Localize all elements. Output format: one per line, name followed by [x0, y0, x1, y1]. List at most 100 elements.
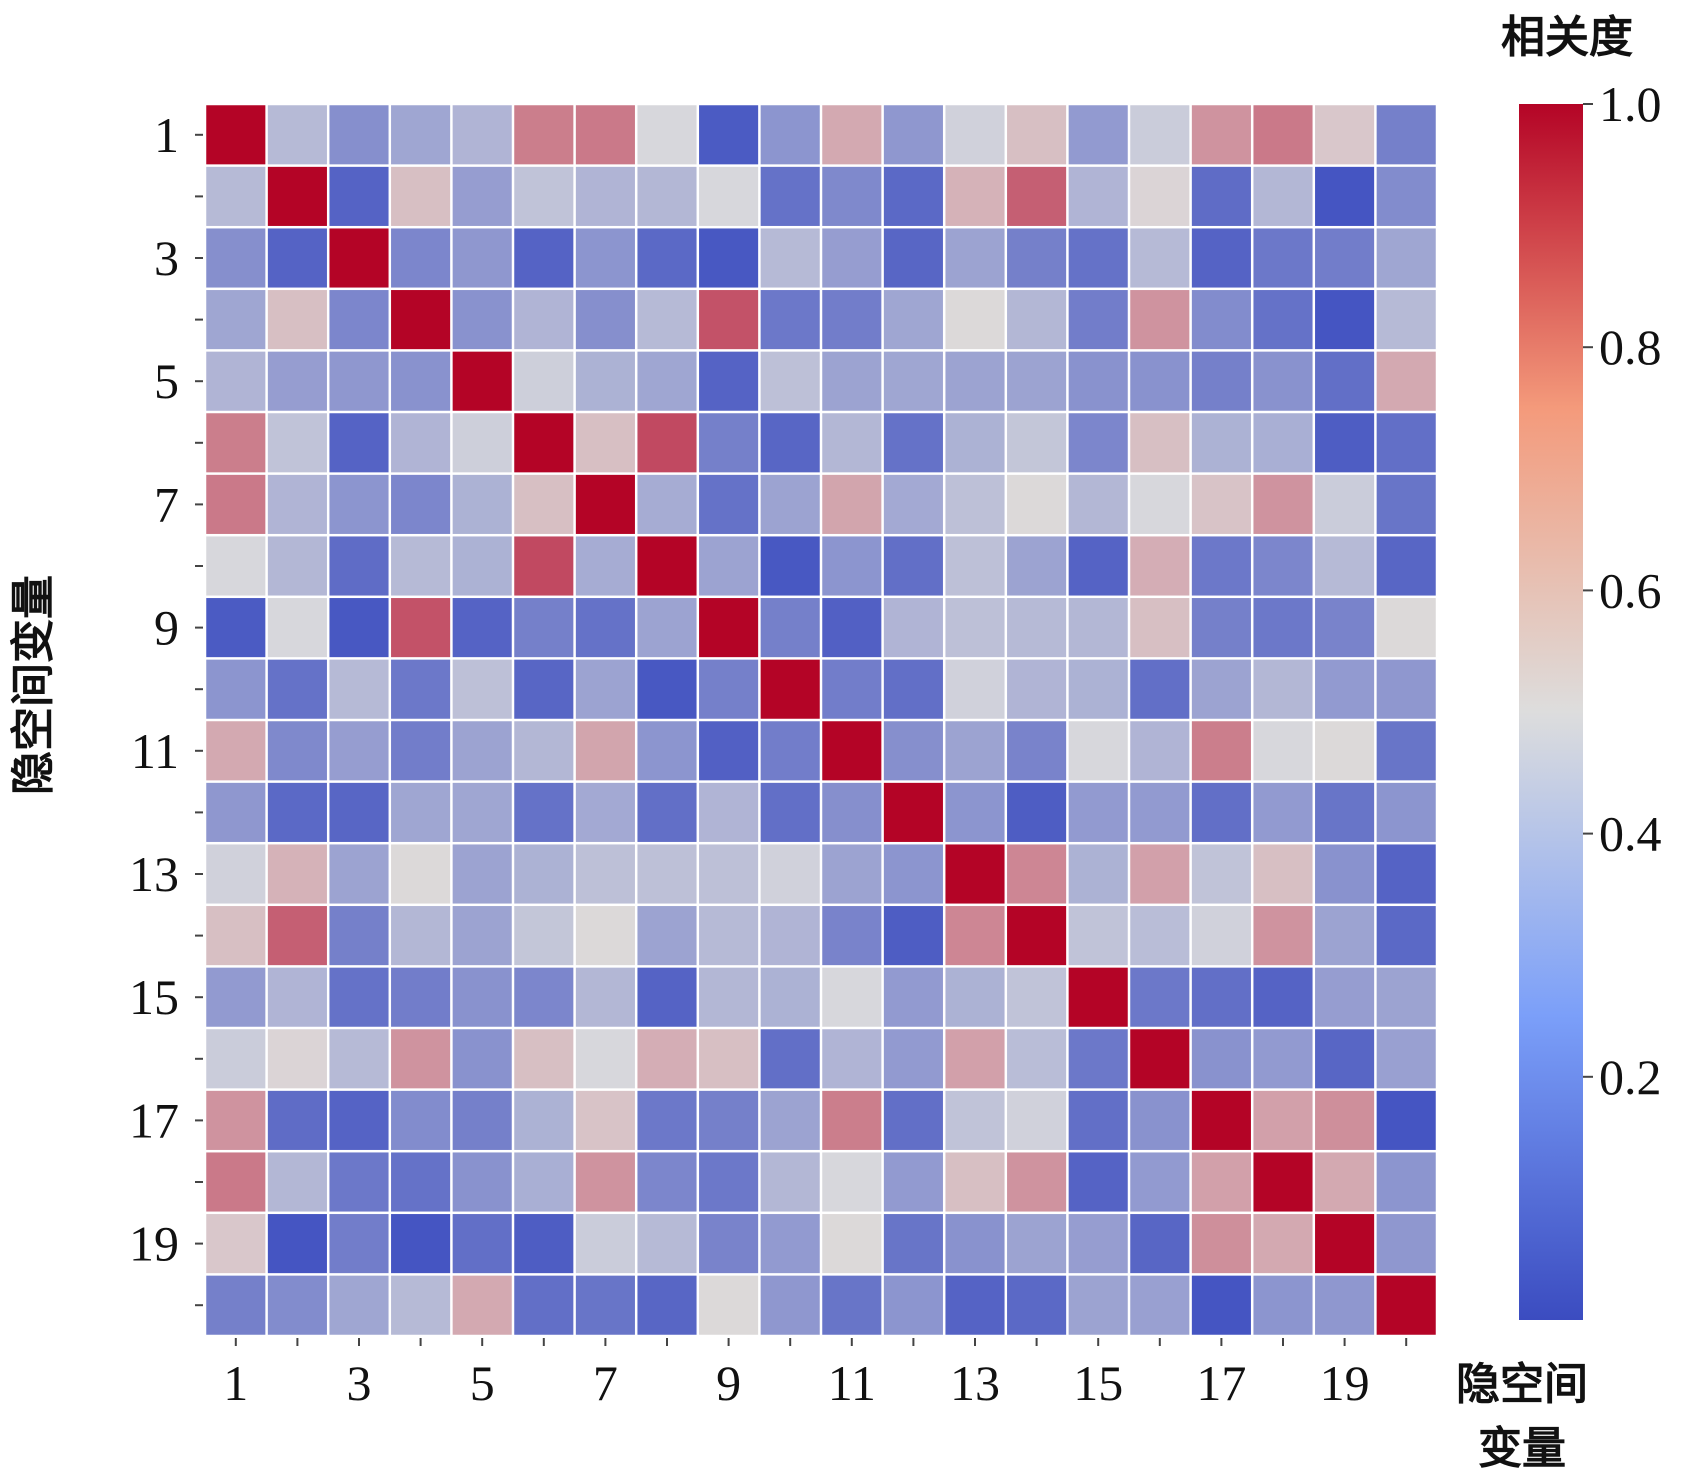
heatmap-cell-r5-c6: [514, 351, 574, 411]
heatmap-cell-r12-c3: [329, 782, 389, 842]
heatmap-cell-r19-c7: [575, 1214, 635, 1274]
heatmap-cell-r8-c3: [329, 536, 389, 596]
heatmap-cell-r10-c5: [452, 659, 512, 719]
heatmap-cell-r14-c9: [699, 906, 759, 966]
heatmap-cell-r19-c6: [514, 1214, 574, 1274]
heatmap-cell-r10-c1: [206, 659, 266, 719]
heatmap-cell-r5-c13: [945, 351, 1005, 411]
heatmap-cell-r3-c3: [329, 228, 389, 288]
heatmap-cell-r13-c9: [699, 844, 759, 904]
heatmap-cell-r15-c16: [1130, 967, 1190, 1027]
heatmap-cell-r6-c2: [267, 413, 327, 473]
heatmap-cell-r9-c17: [1191, 598, 1251, 658]
heatmap-cell-r8-c7: [575, 536, 635, 596]
heatmap-cell-r12-c4: [391, 782, 451, 842]
heatmap-cell-r6-c6: [514, 413, 574, 473]
heatmap-cell-r17-c2: [267, 1090, 327, 1150]
heatmap-cell-r18-c3: [329, 1152, 389, 1212]
heatmap-cell-r8-c9: [699, 536, 759, 596]
heatmap-cell-r13-c19: [1315, 844, 1375, 904]
heatmap-cell-r5-c11: [822, 351, 882, 411]
heatmap-cell-r10-c15: [1068, 659, 1128, 719]
heatmap-cell-r14-c4: [391, 906, 451, 966]
heatmap-cell-r5-c20: [1376, 351, 1436, 411]
heatmap-cell-r8-c1: [206, 536, 266, 596]
heatmap-cell-r15-c14: [1007, 967, 1067, 1027]
heatmap-cell-r9-c20: [1376, 598, 1436, 658]
heatmap-cell-r7-c15: [1068, 474, 1128, 534]
heatmap-cell-r12-c15: [1068, 782, 1128, 842]
heatmap-cell-r8-c13: [945, 536, 1005, 596]
heatmap-cell-r1-c13: [945, 105, 1005, 165]
heatmap-cell-r2-c14: [1007, 166, 1067, 226]
heatmap-cell-r3-c10: [760, 228, 820, 288]
heatmap-cell-r14-c15: [1068, 906, 1128, 966]
heatmap-cell-r14-c8: [637, 906, 697, 966]
heatmap-cell-r13-c13: [945, 844, 1005, 904]
heatmap-cell-r17-c13: [945, 1090, 1005, 1150]
heatmap-cell-r6-c16: [1130, 413, 1190, 473]
heatmap-cell-r19-c14: [1007, 1214, 1067, 1274]
heatmap-cell-r9-c16: [1130, 598, 1190, 658]
heatmap-cell-r7-c5: [452, 474, 512, 534]
heatmap-cell-r5-c17: [1191, 351, 1251, 411]
heatmap-cell-r4-c11: [822, 290, 882, 350]
heatmap-cell-r3-c1: [206, 228, 266, 288]
heatmap-cell-r1-c9: [699, 105, 759, 165]
heatmap-cell-r6-c7: [575, 413, 635, 473]
heatmap-cell-r11-c17: [1191, 721, 1251, 781]
heatmap-cell-r15-c6: [514, 967, 574, 1027]
heatmap-cell-r11-c4: [391, 721, 451, 781]
heatmap-cell-r19-c17: [1191, 1214, 1251, 1274]
heatmap-cell-r18-c1: [206, 1152, 266, 1212]
heatmap-cell-r18-c9: [699, 1152, 759, 1212]
heatmap-cell-r19-c8: [637, 1214, 697, 1274]
heatmap-cell-r11-c12: [883, 721, 943, 781]
heatmap-cell-r18-c18: [1253, 1152, 1313, 1212]
heatmap-cell-r20-c18: [1253, 1275, 1313, 1335]
y-tick-label: 15: [129, 969, 179, 1025]
heatmap-cell-r18-c13: [945, 1152, 1005, 1212]
heatmap-cell-r7-c16: [1130, 474, 1190, 534]
heatmap-cell-r18-c10: [760, 1152, 820, 1212]
heatmap-cell-r18-c2: [267, 1152, 327, 1212]
heatmap-cell-r19-c12: [883, 1214, 943, 1274]
heatmap-cell-r1-c2: [267, 105, 327, 165]
heatmap-cell-r12-c5: [452, 782, 512, 842]
y-tick-label: 9: [154, 600, 179, 656]
heatmap-cell-r8-c11: [822, 536, 882, 596]
heatmap-cell-r3-c7: [575, 228, 635, 288]
heatmap-cell-r6-c11: [822, 413, 882, 473]
heatmap-cell-r4-c5: [452, 290, 512, 350]
heatmap-cell-r12-c13: [945, 782, 1005, 842]
heatmap-cell-r14-c17: [1191, 906, 1251, 966]
heatmap-cell-r3-c2: [267, 228, 327, 288]
heatmap-cell-r11-c9: [699, 721, 759, 781]
x-tick-label: 15: [1073, 1355, 1123, 1411]
heatmap-cell-r5-c14: [1007, 351, 1067, 411]
heatmap-cell-r15-c20: [1376, 967, 1436, 1027]
heatmap-cell-r13-c4: [391, 844, 451, 904]
heatmap-cell-r16-c15: [1068, 1029, 1128, 1089]
heatmap-cell-r6-c20: [1376, 413, 1436, 473]
heatmap-cell-r7-c7: [575, 474, 635, 534]
heatmap-cell-r10-c9: [699, 659, 759, 719]
heatmap-cell-r8-c10: [760, 536, 820, 596]
heatmap-cell-r19-c13: [945, 1214, 1005, 1274]
y-tick-label: 19: [129, 1216, 179, 1272]
heatmap-cell-r17-c8: [637, 1090, 697, 1150]
heatmap-cell-r16-c5: [452, 1029, 512, 1089]
heatmap-cell-r15-c8: [637, 967, 697, 1027]
heatmap-cell-r12-c11: [822, 782, 882, 842]
heatmap-cell-r5-c2: [267, 351, 327, 411]
heatmap-cell-r9-c3: [329, 598, 389, 658]
heatmap-cell-r18-c11: [822, 1152, 882, 1212]
heatmap-cell-r16-c3: [329, 1029, 389, 1089]
heatmap-cell-r19-c16: [1130, 1214, 1190, 1274]
heatmap-cell-r7-c1: [206, 474, 266, 534]
heatmap-cell-r13-c11: [822, 844, 882, 904]
heatmap-cell-r14-c10: [760, 906, 820, 966]
heatmap-cell-r17-c5: [452, 1090, 512, 1150]
heatmap-cell-r19-c20: [1376, 1214, 1436, 1274]
